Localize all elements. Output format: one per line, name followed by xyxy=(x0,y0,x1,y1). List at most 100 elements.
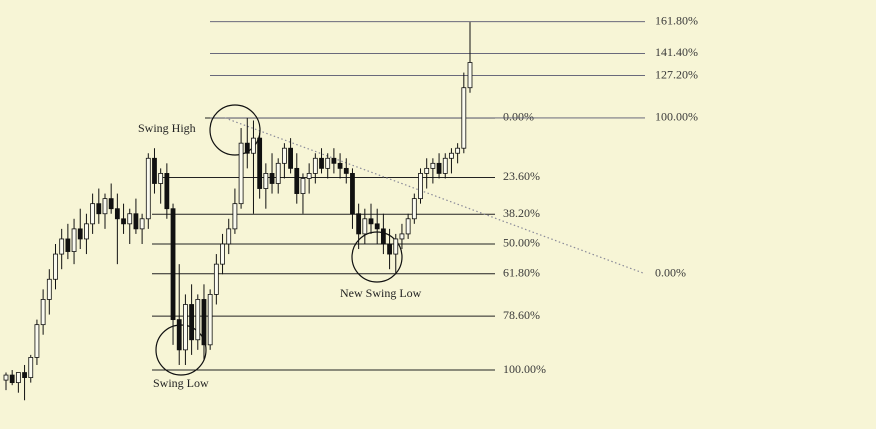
candle xyxy=(244,117,250,169)
extension-label: 141.40% xyxy=(655,45,698,59)
body xyxy=(90,203,96,225)
body xyxy=(356,213,362,235)
candle xyxy=(418,168,423,204)
body xyxy=(467,62,473,89)
body xyxy=(380,228,386,245)
body xyxy=(442,157,448,174)
body xyxy=(108,198,114,210)
body xyxy=(350,173,355,215)
body xyxy=(201,299,207,346)
body xyxy=(15,372,21,384)
body xyxy=(34,324,40,358)
candle xyxy=(59,228,65,270)
body xyxy=(244,142,250,154)
body xyxy=(461,87,467,149)
candle xyxy=(127,208,133,244)
candle xyxy=(374,208,380,244)
body xyxy=(436,162,442,174)
body xyxy=(306,173,312,179)
candle xyxy=(442,153,448,179)
candle xyxy=(102,193,108,229)
body xyxy=(46,278,52,300)
body xyxy=(257,137,263,189)
body xyxy=(319,157,324,169)
retracement-label: 100.00% xyxy=(503,362,546,376)
body xyxy=(164,173,170,210)
body xyxy=(28,357,34,378)
body xyxy=(207,294,213,346)
body xyxy=(430,162,436,169)
candle xyxy=(350,168,355,229)
body xyxy=(455,147,461,154)
candle xyxy=(393,233,399,275)
body xyxy=(263,173,269,189)
candle xyxy=(213,254,219,305)
body xyxy=(275,162,281,184)
body xyxy=(269,173,275,184)
candle xyxy=(257,133,263,199)
body xyxy=(71,228,77,252)
body xyxy=(158,173,164,184)
body xyxy=(325,157,331,169)
trend-line xyxy=(224,117,646,275)
body xyxy=(405,218,411,235)
candle xyxy=(337,153,343,179)
candle xyxy=(269,153,275,194)
body xyxy=(343,167,349,174)
candle xyxy=(275,158,281,194)
candle xyxy=(53,243,58,290)
body xyxy=(374,223,380,230)
body xyxy=(288,147,293,169)
candle xyxy=(145,153,151,229)
candle xyxy=(183,294,188,365)
body xyxy=(418,173,423,200)
candle xyxy=(312,153,318,184)
candle xyxy=(189,284,195,355)
candle xyxy=(362,208,368,244)
body xyxy=(399,233,405,240)
extension-label: 0.00% xyxy=(655,265,686,279)
body xyxy=(220,243,225,265)
extension-label: 161.80% xyxy=(655,13,698,27)
body xyxy=(22,372,27,378)
body xyxy=(393,238,399,255)
body xyxy=(133,213,139,230)
candle xyxy=(34,319,40,365)
candle xyxy=(121,203,126,234)
body xyxy=(96,203,102,215)
body xyxy=(213,263,219,295)
candle xyxy=(71,218,77,265)
candle xyxy=(96,188,102,224)
candle xyxy=(170,203,176,345)
candle xyxy=(40,289,46,335)
candle xyxy=(9,370,15,386)
body xyxy=(84,223,89,240)
candle xyxy=(28,354,34,383)
candle xyxy=(164,163,170,219)
annotation: Swing Low xyxy=(153,376,209,390)
body xyxy=(183,304,188,351)
candle xyxy=(46,269,52,315)
candle xyxy=(325,153,331,179)
candle xyxy=(343,158,349,184)
candle xyxy=(195,294,201,350)
candle xyxy=(158,168,164,204)
body xyxy=(300,178,306,194)
extension-label: 127.20% xyxy=(655,67,698,81)
body xyxy=(176,319,182,351)
body xyxy=(9,374,15,384)
candle xyxy=(411,193,417,224)
candle xyxy=(300,173,306,214)
body xyxy=(238,142,244,205)
body xyxy=(281,147,287,164)
body xyxy=(331,157,337,164)
candle xyxy=(424,158,430,189)
body xyxy=(145,157,151,220)
retracement-label: 38.20% xyxy=(503,206,540,220)
body xyxy=(77,228,83,240)
retracement-label: 50.00% xyxy=(503,236,540,250)
candle xyxy=(139,213,145,244)
candle xyxy=(467,22,473,93)
body xyxy=(53,253,58,280)
